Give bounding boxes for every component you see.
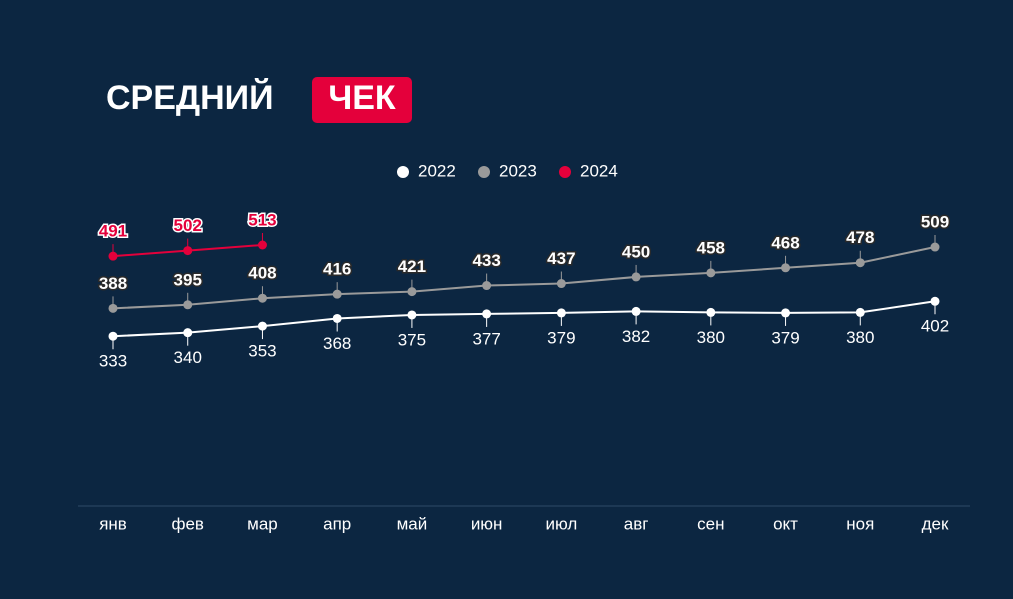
point — [183, 328, 193, 338]
point — [631, 306, 641, 316]
x-tick-label: сен — [697, 514, 724, 533]
point — [183, 246, 193, 256]
data-label: 340 — [174, 348, 202, 367]
x-tick-label: май — [397, 514, 428, 533]
x-tick-label: июн — [471, 514, 503, 533]
point — [706, 307, 716, 317]
data-label: 377 — [472, 329, 500, 348]
point — [930, 242, 940, 252]
point — [183, 300, 193, 310]
data-label: 379 — [771, 328, 799, 347]
x-tick-label: апр — [323, 514, 351, 533]
x-tick-label: мар — [247, 514, 278, 533]
point — [332, 313, 342, 323]
data-label: 478 — [846, 228, 874, 247]
point — [781, 308, 791, 318]
x-tick-label: ноя — [846, 514, 874, 533]
point — [781, 263, 791, 273]
data-label: 502 — [174, 216, 202, 235]
point — [257, 321, 267, 331]
data-label: 380 — [697, 328, 725, 347]
point — [855, 307, 865, 317]
data-label: 433 — [472, 251, 500, 270]
point — [407, 310, 417, 320]
data-label: 491 — [99, 222, 127, 241]
x-tick-label: фев — [171, 514, 203, 533]
data-label: 375 — [398, 330, 426, 349]
data-label: 402 — [921, 317, 949, 336]
point — [108, 303, 118, 313]
x-tick-label: июл — [545, 514, 577, 533]
point — [257, 240, 267, 250]
legend-label: 2023 — [499, 161, 537, 180]
legend-marker — [559, 166, 571, 178]
series-line — [112, 246, 936, 310]
point — [407, 287, 417, 297]
legend-marker — [478, 166, 490, 178]
x-tick-label: окт — [773, 514, 798, 533]
point — [855, 258, 865, 268]
x-tick-label: дек — [922, 514, 949, 533]
data-label: 416 — [323, 260, 351, 279]
data-label: 395 — [174, 270, 202, 289]
x-tick-label: авг — [624, 514, 649, 533]
point — [108, 331, 118, 341]
data-label: 437 — [547, 249, 575, 268]
legend-label: 2024 — [580, 161, 618, 180]
data-label: 388 — [99, 274, 127, 293]
point — [556, 308, 566, 318]
point — [930, 296, 940, 306]
data-label: 509 — [921, 213, 949, 232]
point — [257, 293, 267, 303]
point — [108, 251, 118, 261]
point — [332, 289, 342, 299]
data-label: 353 — [248, 342, 276, 361]
point — [482, 281, 492, 291]
chart-title: СРЕДНИЙ — [106, 78, 274, 117]
chart-title-highlight: ЧЕК — [328, 79, 396, 117]
data-label: 333 — [99, 352, 127, 371]
data-label: 450 — [622, 242, 650, 261]
data-label: 382 — [622, 327, 650, 346]
x-tick-label: янв — [99, 514, 127, 533]
data-label: 468 — [771, 233, 799, 252]
data-label: 368 — [323, 334, 351, 353]
series-line — [112, 300, 936, 338]
data-label: 421 — [398, 257, 426, 276]
data-label: 380 — [846, 328, 874, 347]
point — [482, 309, 492, 319]
data-label: 408 — [248, 264, 276, 283]
title-highlight-box — [312, 77, 412, 123]
legend-label: 2022 — [418, 161, 456, 180]
legend-marker — [397, 166, 409, 178]
data-label: 458 — [697, 238, 725, 257]
data-label: 513 — [248, 210, 276, 229]
point — [631, 272, 641, 282]
data-label: 379 — [547, 328, 575, 347]
point — [706, 268, 716, 278]
point — [556, 279, 566, 289]
